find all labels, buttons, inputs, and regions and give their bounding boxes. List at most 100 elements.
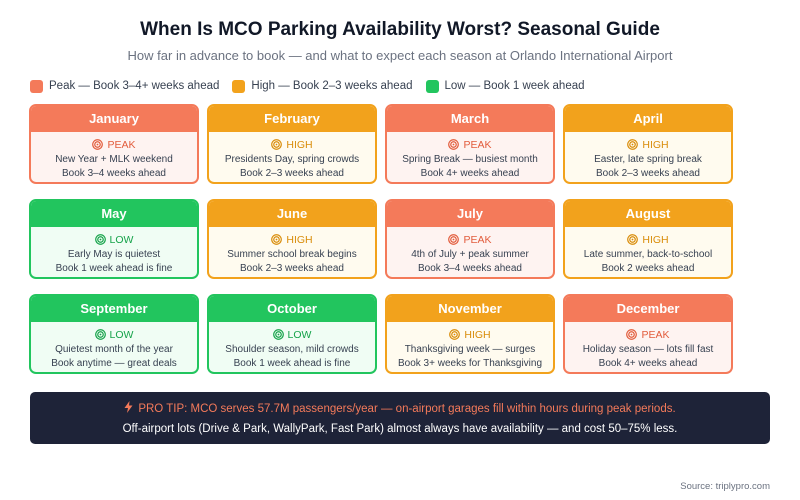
booking-advice: Book anytime — great deals [51, 358, 177, 369]
legend-item-low: Low — Book 1 week ahead [425, 79, 585, 93]
availability-level: HIGH [565, 137, 731, 152]
month-details: HIGH Easter, late spring break Book 2–3 we… [565, 132, 731, 182]
month-grid: January PEAK New Year + MLK weekend Book 3–… [29, 104, 734, 374]
month-details: PEAK Spring Break — busiest month Book 4+ … [387, 132, 553, 182]
level-label: LOW [287, 328, 312, 341]
level-circle-icon [626, 329, 638, 340]
booking-advice: Book 3–4 weeks ahead [418, 263, 522, 274]
month-details: PEAK Holiday season — lots fill fast Book … [565, 322, 731, 372]
booking-advice: Book 3+ weeks for Thanksgiving [397, 358, 543, 369]
availability-level: PEAK [387, 137, 553, 152]
availability-level: LOW [31, 232, 197, 247]
month-details: HIGH Presidents Day, spring crowds Book 2–… [209, 132, 375, 182]
level-label: HIGH [286, 233, 313, 246]
month-card-february: February HIGH Presidents Day, spring crowd… [207, 104, 377, 184]
level-circle-icon [448, 139, 460, 150]
level-circle-icon [627, 234, 639, 245]
availability-level: LOW [209, 327, 375, 342]
month-details: PEAK New Year + MLK weekend Book 3–4 weeks… [31, 132, 197, 182]
level-circle-icon [92, 139, 104, 150]
month-reason: Presidents Day, spring crowds [224, 154, 360, 165]
legend-item-high: High — Book 2–3 weeks ahead [232, 79, 413, 93]
availability-level: HIGH [209, 232, 375, 247]
page-subtitle: How far in advance to book — and what to… [127, 48, 673, 63]
legend-label-high: High — Book 2–3 weeks ahead [251, 80, 413, 92]
month-name: July [387, 201, 553, 227]
availability-level: HIGH [209, 137, 375, 152]
month-reason: Easter, late spring break [594, 154, 702, 165]
month-card-october: October LOW Shoulder season, mild crowds Bo… [207, 294, 377, 374]
availability-level: PEAK [565, 327, 731, 342]
level-circle-icon [449, 329, 461, 340]
month-reason: Early May is quietest [67, 249, 161, 260]
month-card-april: April HIGH Easter, late spring break Book 2… [563, 104, 733, 184]
legend-item-peak: Peak — Book 3–4+ weeks ahead [30, 79, 220, 93]
pro-tip-text-2: Off-airport lots (Drive & Park, WallyPar… [122, 423, 678, 435]
month-name: October [209, 296, 375, 322]
pro-tip-banner: PRO TIP: MCO serves 57.7M passengers/yea… [30, 392, 770, 444]
month-card-november: November HIGH Thanksgiving week — surges Bo… [385, 294, 555, 374]
month-reason: Holiday season — lots fill fast [582, 344, 714, 355]
month-name: March [387, 106, 553, 132]
level-circle-icon [448, 234, 460, 245]
month-details: LOW Shoulder season, mild crowds Book 1 we… [209, 322, 375, 372]
availability-level: LOW [31, 327, 197, 342]
month-name: June [209, 201, 375, 227]
booking-advice: Book 3–4 weeks ahead [62, 168, 166, 179]
month-details: HIGH Thanksgiving week — surges Book 3+ we… [387, 322, 553, 372]
month-reason: Spring Break — busiest month [402, 154, 538, 165]
month-reason: Shoulder season, mild crowds [225, 344, 359, 355]
level-label: LOW [109, 328, 134, 341]
pro-tip-line-1: PRO TIP: MCO serves 57.7M passengers/yea… [30, 401, 770, 418]
booking-advice: Book 1 week ahead is fine [55, 263, 173, 274]
month-reason: Thanksgiving week — surges [404, 344, 536, 355]
month-reason: Late summer, back-to-school [583, 249, 713, 260]
month-card-december: December PEAK Holiday season — lots fill f… [563, 294, 733, 374]
availability-level: HIGH [565, 232, 731, 247]
level-label: PEAK [107, 138, 136, 151]
availability-level: HIGH [387, 327, 553, 342]
month-reason: Quietest month of the year [55, 344, 173, 355]
level-circle-icon [94, 234, 106, 245]
availability-level: PEAK [387, 232, 553, 247]
level-label: PEAK [641, 328, 670, 341]
source-credit: Source: triplypro.com [680, 481, 770, 492]
month-card-august: August HIGH Late summer, back-to-school Boo… [563, 199, 733, 279]
month-name: September [31, 296, 197, 322]
month-name: April [565, 106, 731, 132]
booking-advice: Book 4+ weeks ahead [598, 358, 698, 369]
booking-advice: Book 4+ weeks ahead [420, 168, 520, 179]
month-details: HIGH Late summer, back-to-school Book 2 we… [565, 227, 731, 277]
level-label: PEAK [463, 233, 492, 246]
level-label: HIGH [642, 138, 669, 151]
level-label: HIGH [286, 138, 313, 151]
booking-advice: Book 2–3 weeks ahead [240, 168, 344, 179]
level-circle-icon [271, 139, 283, 150]
month-name: August [565, 201, 731, 227]
level-label: HIGH [464, 328, 491, 341]
legend: Peak — Book 3–4+ weeks ahead High — Book… [30, 78, 598, 94]
legend-swatch-low [425, 79, 439, 93]
month-details: LOW Early May is quietest Book 1 week ahea… [31, 227, 197, 277]
month-reason: Summer school break begins [227, 249, 357, 260]
level-circle-icon [627, 139, 639, 150]
legend-swatch-high [232, 79, 246, 93]
level-circle-icon [272, 329, 284, 340]
level-label: HIGH [642, 233, 669, 246]
level-label: PEAK [463, 138, 492, 151]
level-circle-icon [271, 234, 283, 245]
page-title: When Is MCO Parking Availability Worst? … [140, 19, 660, 40]
month-card-january: January PEAK New Year + MLK weekend Book 3–… [29, 104, 199, 184]
month-reason: 4th of July + peak summer [411, 249, 529, 260]
legend-label-peak: Peak — Book 3–4+ weeks ahead [49, 80, 220, 92]
month-name: May [31, 201, 197, 227]
month-name: February [209, 106, 375, 132]
legend-label-low: Low — Book 1 week ahead [444, 80, 585, 92]
month-details: LOW Quietest month of the year Book anytim… [31, 322, 197, 372]
booking-advice: Book 2 weeks ahead [601, 263, 695, 274]
month-card-march: March PEAK Spring Break — busiest month Boo… [385, 104, 555, 184]
booking-advice: Book 2–3 weeks ahead [596, 168, 700, 179]
level-circle-icon [94, 329, 106, 340]
level-label: LOW [109, 233, 134, 246]
month-reason: New Year + MLK weekend [55, 154, 173, 165]
